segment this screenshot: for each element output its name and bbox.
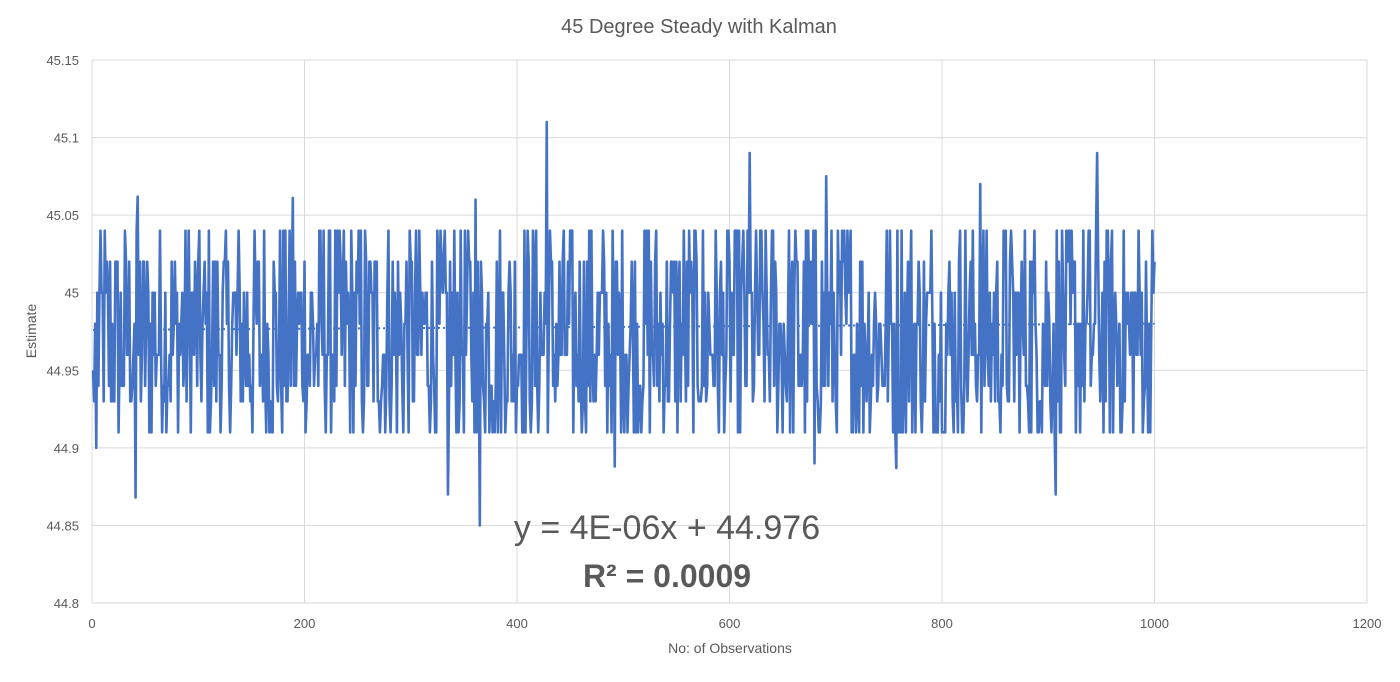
- x-tick-label: 400: [506, 616, 528, 631]
- trendline-equation: y = 4E-06x + 44.976: [514, 509, 820, 547]
- y-tick-label: 45.1: [54, 131, 79, 146]
- y-axis-title: Estimate: [23, 304, 39, 359]
- x-tick-label: 1200: [1353, 616, 1382, 631]
- x-tick-label: 600: [719, 616, 741, 631]
- y-tick-label: 45: [65, 286, 79, 301]
- y-tick-label: 45.05: [46, 208, 79, 223]
- tick-labels: 44.8 44.85 44.9 44.95 45 45.05 45.1 45.15 0 200 40…: [46, 53, 1381, 631]
- chart-title: 45 Degree Steady with Kalman: [561, 16, 837, 38]
- y-tick-label: 44.85: [46, 518, 79, 533]
- x-tick-label: 1000: [1140, 616, 1169, 631]
- y-tick-label: 44.9: [54, 441, 79, 456]
- y-tick-label: 44.8: [54, 596, 79, 611]
- series-layer: [91, 120, 1156, 527]
- x-axis-title: No: of Observations: [668, 640, 792, 656]
- y-tick-label: 45.15: [46, 53, 79, 68]
- x-tick-label: 800: [931, 616, 953, 631]
- r-squared-label: R² = 0.0009: [583, 558, 751, 594]
- y-tick-label: 44.95: [46, 363, 79, 378]
- x-tick-label: 200: [294, 616, 316, 631]
- series-line: [91, 120, 1156, 527]
- x-tick-label: 0: [88, 616, 95, 631]
